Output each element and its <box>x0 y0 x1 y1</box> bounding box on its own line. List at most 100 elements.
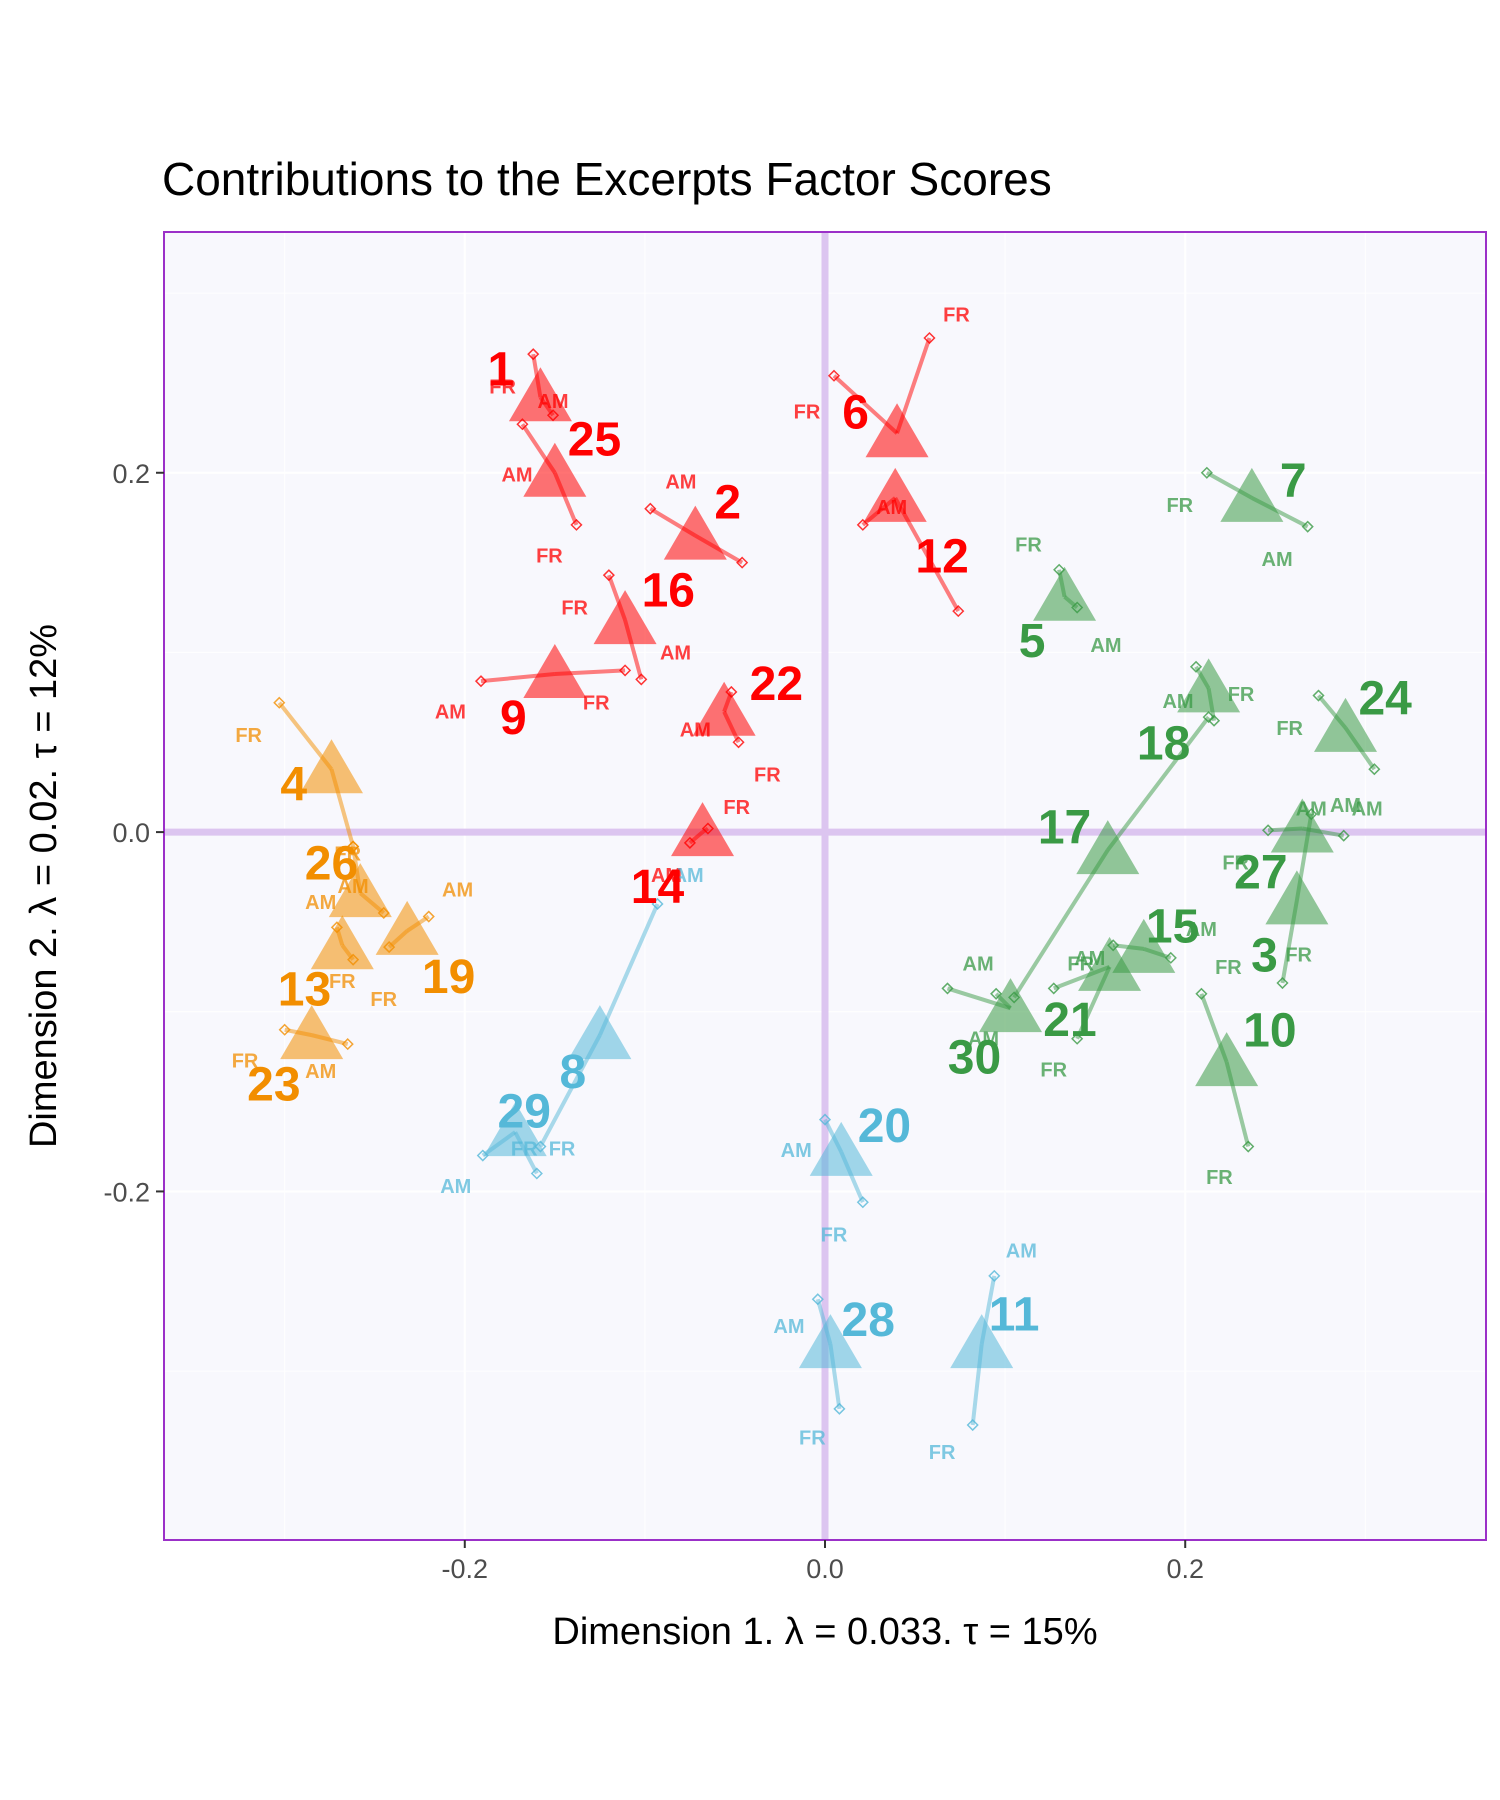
judge-label: AM <box>305 1061 336 1083</box>
judge-label: AM <box>781 1140 812 1162</box>
judge-point-diamond <box>966 1418 979 1432</box>
excerpt-number-label: 25 <box>568 414 621 467</box>
judge-point-diamond <box>1262 824 1275 837</box>
excerpt-number-label: 3 <box>1251 929 1278 982</box>
judge-label: FR <box>929 1442 956 1464</box>
excerpt-number-label: 29 <box>498 1086 551 1139</box>
judge-label: AM <box>876 497 907 519</box>
judge-label: FR <box>583 693 610 715</box>
judge-label: FR <box>943 305 970 327</box>
judge-point-diamond <box>833 1402 846 1415</box>
excerpt-triangle <box>310 915 374 970</box>
excerpt-number-label: 21 <box>1043 994 1096 1047</box>
judge-label: FR <box>754 765 781 787</box>
judge-point-diamond <box>1164 951 1177 964</box>
judge-label: AM <box>440 1176 471 1198</box>
judge-label: AM <box>1352 799 1383 821</box>
judge-point-diamond <box>923 331 936 345</box>
judge-point-diamond <box>818 1113 832 1126</box>
judge-label: FR <box>1276 718 1303 740</box>
judge-point-diamond <box>1242 1140 1255 1153</box>
judge-point-diamond <box>619 664 632 677</box>
judge-label: AM <box>1296 799 1327 821</box>
excerpt-triangle <box>692 681 756 736</box>
judge-label: FR <box>549 1138 576 1160</box>
excerpt-triangle <box>1265 870 1329 925</box>
judge-label: AM <box>1006 1241 1037 1263</box>
excerpt-number-label: 23 <box>247 1059 300 1112</box>
judge-label: FR <box>561 598 588 620</box>
judge-label: AM <box>651 865 682 887</box>
judge-point-diamond <box>1202 711 1215 724</box>
excerpt-number-label: 2 <box>714 477 741 530</box>
judge-label: FR <box>1215 957 1242 979</box>
y-axis-title: Dimension 2. λ = 0.02. τ = 12% <box>23 624 65 1148</box>
excerpt-triangle <box>1033 566 1097 621</box>
judge-label: AM <box>1330 795 1361 817</box>
excerpt-number-label: 26 <box>305 838 358 891</box>
excerpt-number-label: 22 <box>750 658 803 711</box>
excerpt-triangle <box>950 1314 1014 1369</box>
excerpt-number-label: 27 <box>1234 847 1287 900</box>
judge-label: FR <box>1228 684 1255 706</box>
excerpt-triangle <box>280 1005 344 1060</box>
excerpt-triangle <box>671 802 735 857</box>
excerpt-number-label: 14 <box>631 861 685 914</box>
excerpt-triangle <box>1112 918 1176 973</box>
judge-point-diamond <box>570 518 583 531</box>
excerpt-number-label: 11 <box>989 1289 1040 1342</box>
judge-label: AM <box>435 702 466 724</box>
judge-point-diamond <box>1053 563 1066 576</box>
x-tick-label: 0.0 <box>806 1554 844 1584</box>
excerpt-number-label: 8 <box>559 1046 586 1099</box>
judge-label: FR <box>489 377 516 399</box>
excerpt-number-label: 30 <box>948 1032 1001 1085</box>
judge-label: AM <box>773 1316 804 1338</box>
excerpt-number-label: 16 <box>642 565 695 618</box>
judge-point-diamond <box>941 982 954 995</box>
excerpt-triangle <box>809 1121 873 1176</box>
judge-point-diamond <box>273 696 286 709</box>
excerpt-number-label: 4 <box>280 759 307 812</box>
excerpt-number-label: 5 <box>1019 615 1046 668</box>
judge-point-diamond <box>1047 982 1060 995</box>
judge-label: FR <box>1206 1167 1233 1189</box>
excerpt-number-label: 6 <box>842 387 869 440</box>
judge-label: AM <box>537 391 568 413</box>
judge-label: AM <box>1090 635 1121 657</box>
judge-connector-line <box>598 903 660 1036</box>
judge-label: FR <box>370 989 397 1011</box>
judge-label: FR <box>1067 953 1094 975</box>
x-tick-label: -0.2 <box>442 1554 489 1584</box>
judge-label: AM <box>501 465 532 487</box>
judge-label: AM <box>1162 691 1193 713</box>
judge-label: FR <box>329 971 356 993</box>
judge-point-diamond <box>422 910 435 923</box>
judge-point-diamond <box>1312 689 1325 702</box>
judge-label: FR <box>821 1225 848 1247</box>
judge-label: FR <box>511 1138 538 1160</box>
x-tick-label: 0.2 <box>1166 1554 1204 1584</box>
judge-point-diamond <box>1337 829 1350 842</box>
x-axis-title: Dimension 1. λ = 0.033. τ = 15% <box>552 1611 1097 1653</box>
excerpt-triangle <box>863 467 927 522</box>
axis-ticks: -0.2 0.0 0.2 -0.2 0.0 0.2 <box>103 459 1204 1584</box>
excerpt-triangle <box>1314 697 1378 752</box>
judge-point-diamond <box>827 369 841 382</box>
judge-connector-line <box>1106 715 1211 852</box>
excerpt-number-label: 15 <box>1146 901 1199 954</box>
y-tick-label: -0.2 <box>103 1177 150 1207</box>
excerpt-number-label: 7 <box>1280 455 1307 508</box>
judge-label: FR <box>1166 495 1193 517</box>
judge-point-diamond <box>602 569 615 582</box>
judge-label: AM <box>968 1029 999 1051</box>
judge-point-diamond <box>530 1167 543 1180</box>
judge-point-diamond <box>1368 763 1381 776</box>
chart-title: Contributions to the Excerpts Factor Sco… <box>162 153 1052 205</box>
judge-point-diamond <box>952 605 965 618</box>
judge-point-diamond <box>644 502 657 515</box>
judge-connector-line <box>1012 848 1110 999</box>
judge-label: FR <box>794 402 821 424</box>
excerpt-triangle <box>979 978 1043 1033</box>
